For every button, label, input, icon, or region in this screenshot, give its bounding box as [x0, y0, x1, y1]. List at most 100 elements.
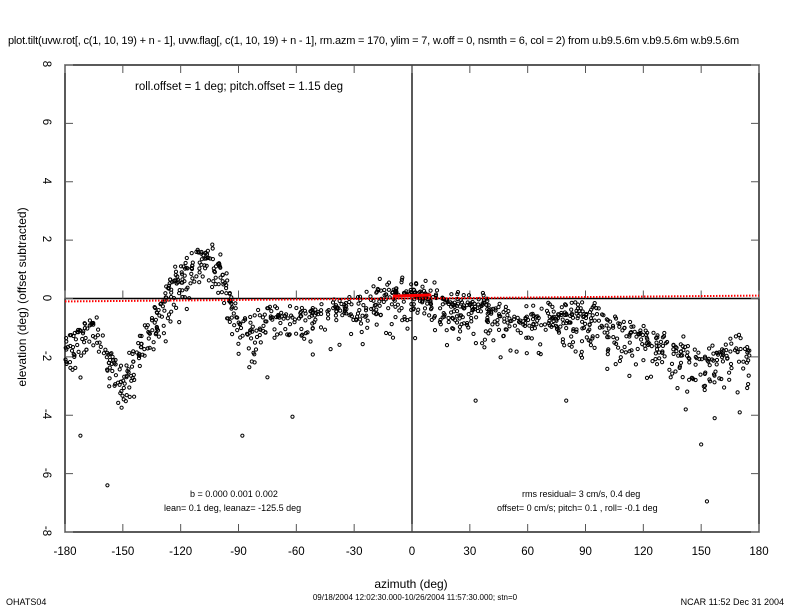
data-point	[149, 318, 155, 323]
chart-title: plot.tilt(uvw.rot[, c(1, 10, 19) + n - 1…	[8, 35, 739, 47]
y-tick-label: 2	[40, 235, 52, 243]
data-point	[720, 353, 725, 358]
data-point	[474, 315, 479, 320]
data-point	[389, 322, 394, 327]
data-point	[276, 312, 281, 318]
data-point	[211, 279, 216, 284]
data-point	[582, 314, 587, 319]
data-point	[248, 320, 253, 325]
data-point	[628, 319, 633, 325]
data-point	[107, 365, 112, 370]
data-point	[707, 346, 712, 351]
data-point	[660, 360, 665, 365]
x-tick-label: 150	[691, 546, 711, 558]
data-point	[206, 278, 211, 283]
data-point	[73, 337, 79, 342]
data-point	[736, 332, 742, 337]
data-point	[232, 323, 237, 328]
data-point	[80, 331, 86, 336]
data-point	[299, 326, 304, 332]
data-point	[501, 310, 506, 315]
data-point	[590, 313, 595, 318]
data-point	[340, 313, 345, 318]
data-point	[278, 331, 283, 336]
data-point	[635, 346, 640, 352]
data-point	[450, 315, 455, 320]
data-point	[161, 323, 166, 328]
data-point	[514, 349, 519, 354]
y-tick-label: -2	[40, 350, 52, 361]
data-point	[674, 349, 679, 354]
data-point	[68, 365, 73, 370]
data-point	[665, 339, 670, 345]
data-point	[374, 322, 379, 327]
data-point	[480, 341, 485, 346]
data-point	[365, 318, 370, 323]
data-point	[124, 375, 129, 380]
data-point	[425, 301, 430, 306]
data-point	[80, 336, 85, 342]
data-point	[495, 322, 500, 327]
data-point	[264, 319, 269, 324]
data-point	[574, 327, 579, 332]
data-point	[428, 288, 433, 293]
data-point	[634, 334, 639, 339]
data-point	[218, 252, 223, 257]
data-point	[115, 380, 121, 385]
data-point	[746, 382, 751, 387]
data-point	[197, 266, 202, 271]
data-point	[422, 311, 427, 316]
data-point	[685, 344, 691, 349]
data-point	[64, 360, 69, 365]
data-point	[744, 360, 750, 365]
data-point	[622, 325, 627, 330]
data-point	[357, 308, 362, 313]
data-point	[225, 278, 230, 283]
data-point	[465, 322, 470, 328]
data-point	[512, 314, 517, 319]
data-point	[110, 368, 115, 374]
data-point	[149, 316, 155, 321]
data-point	[310, 326, 315, 331]
data-point	[479, 303, 484, 308]
data-point	[154, 310, 159, 315]
data-point	[122, 374, 127, 379]
data-point	[415, 310, 420, 315]
data-point	[605, 318, 611, 323]
data-point	[646, 342, 651, 348]
data-point	[623, 350, 628, 355]
data-point	[651, 330, 656, 335]
data-point	[627, 340, 632, 345]
data-point	[481, 293, 486, 298]
data-point	[686, 355, 691, 361]
data-point	[318, 325, 324, 330]
data-point	[181, 264, 186, 269]
data-point	[405, 326, 410, 331]
data-point	[67, 360, 73, 365]
data-point	[735, 349, 740, 354]
data-point	[261, 323, 266, 328]
data-point	[73, 365, 78, 370]
outlier-point	[699, 442, 704, 447]
data-point	[106, 360, 112, 366]
data-point	[169, 290, 174, 295]
data-point	[400, 318, 405, 323]
data-point	[469, 315, 474, 321]
data-point	[473, 304, 478, 309]
data-point	[200, 274, 205, 279]
data-point	[383, 292, 389, 297]
data-point	[580, 319, 585, 324]
data-point	[448, 300, 453, 305]
data-point	[203, 250, 208, 255]
data-point	[727, 377, 732, 382]
data-point	[411, 306, 416, 311]
data-point	[480, 290, 485, 296]
data-point	[97, 340, 102, 345]
data-point	[238, 321, 243, 326]
data-point	[437, 319, 442, 325]
data-point	[75, 342, 80, 348]
data-point	[182, 273, 187, 278]
data-point	[444, 343, 450, 348]
data-point	[580, 300, 585, 305]
